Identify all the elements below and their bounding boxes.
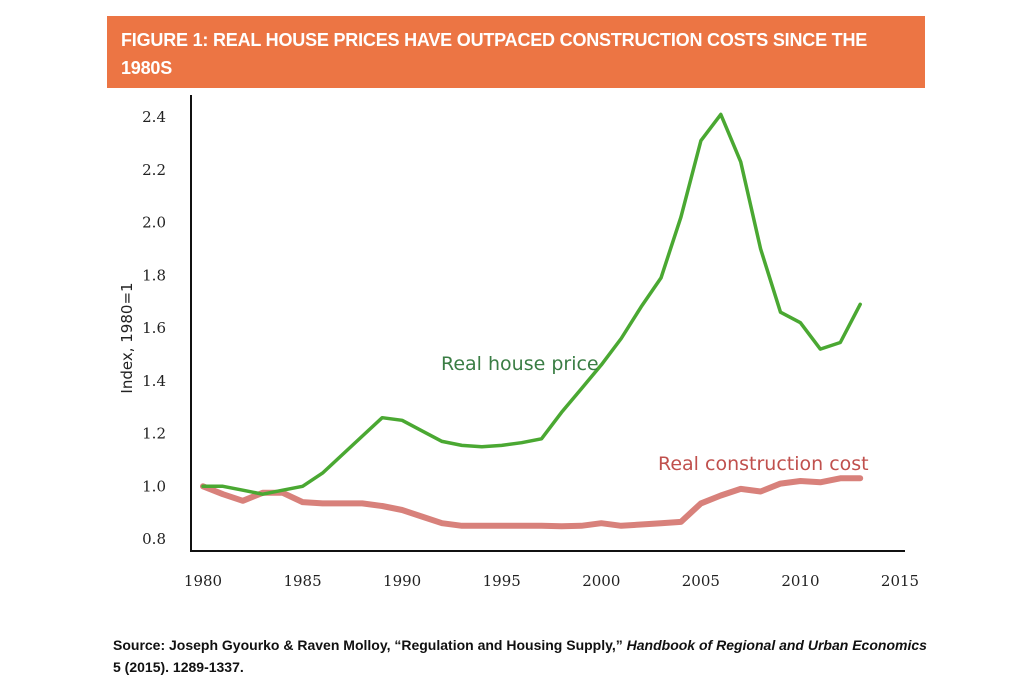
y-tick-label: 1.0 (142, 477, 166, 495)
y-tick-label: 2.0 (142, 214, 166, 232)
series-line-real-construction-cost (200, 475, 864, 530)
x-tick-label: 1980 (184, 572, 222, 590)
source-citation: Source: Joseph Gyourko & Raven Molloy, “… (113, 634, 933, 678)
source-prefix: Source: Joseph Gyourko & Raven Molloy, “… (113, 637, 627, 653)
x-axis-ticks: 1980 1985 1990 1995 2000 2005 2010 2015 (184, 572, 919, 590)
y-tick-label: 2.4 (142, 108, 166, 126)
series-group (200, 112, 864, 530)
series-line-real-house-price (201, 112, 862, 496)
y-tick-label: 1.6 (142, 319, 166, 337)
y-tick-label: 2.2 (142, 161, 166, 179)
x-tick-label: 2010 (781, 572, 819, 590)
series-label-real-house-price: Real house price (441, 353, 599, 375)
x-tick-label: 2000 (582, 572, 620, 590)
x-tick-label: 2015 (881, 572, 919, 590)
source-journal: Handbook of Regional and Urban Economics (626, 637, 927, 653)
figure-title-banner: FIGURE 1: REAL HOUSE PRICES HAVE OUTPACE… (107, 16, 925, 88)
y-axis-ticks: 0.8 1.0 1.2 1.4 1.6 1.8 2.0 2.2 2.4 (142, 108, 166, 548)
figure-title: FIGURE 1: REAL HOUSE PRICES HAVE OUTPACE… (121, 30, 868, 78)
axes (190, 95, 905, 552)
x-tick-label: 1990 (383, 572, 421, 590)
x-tick-label: 1985 (283, 572, 321, 590)
y-tick-label: 1.4 (142, 372, 166, 390)
source-suffix: 5 (2015). 1289-1337. (113, 659, 244, 675)
x-tick-label: 1995 (483, 572, 521, 590)
y-axis-label: Index, 1980=1 (118, 282, 136, 393)
y-tick-label: 1.2 (142, 425, 166, 443)
y-tick-label: 1.8 (142, 266, 166, 284)
series-label-real-construction-cost: Real construction cost (658, 453, 869, 475)
x-tick-label: 2005 (682, 572, 720, 590)
y-tick-label: 0.8 (142, 530, 166, 548)
